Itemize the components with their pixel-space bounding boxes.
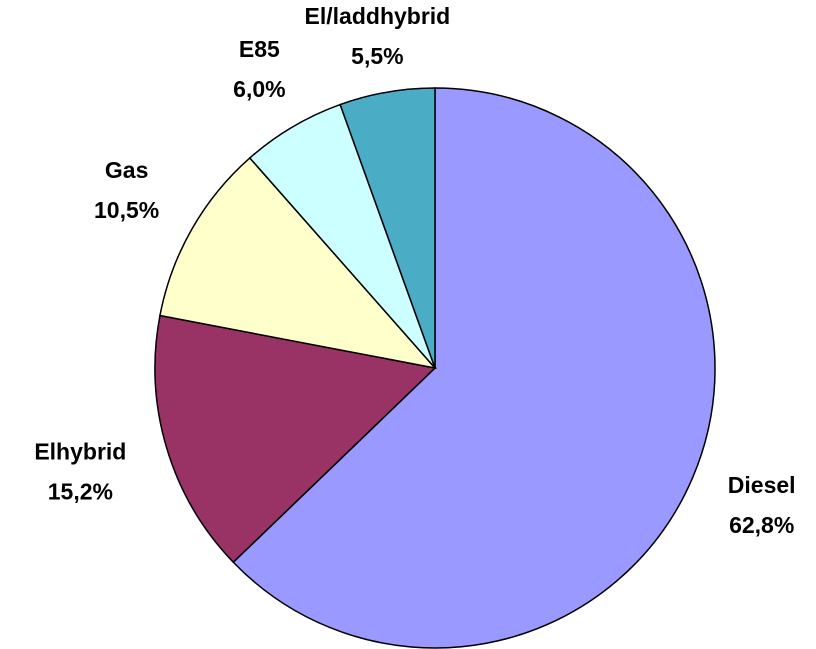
value-label: 10,5% — [94, 197, 159, 223]
slice-label: El/laddhybrid — [305, 3, 451, 29]
slice-label: Diesel — [728, 472, 796, 498]
value-label: 6,0% — [233, 76, 285, 102]
value-label: 15,2% — [48, 479, 113, 505]
slice-label: Gas — [105, 157, 148, 183]
value-label: 5,5% — [351, 43, 403, 69]
pie-slice — [154, 314, 437, 564]
pie-slice — [339, 87, 436, 369]
pie-slice — [232, 87, 716, 649]
value-label: 62,8% — [729, 512, 794, 538]
slice-label: E85 — [239, 36, 280, 62]
pie-slice — [159, 156, 438, 370]
slice-label: Elhybrid — [34, 439, 126, 465]
